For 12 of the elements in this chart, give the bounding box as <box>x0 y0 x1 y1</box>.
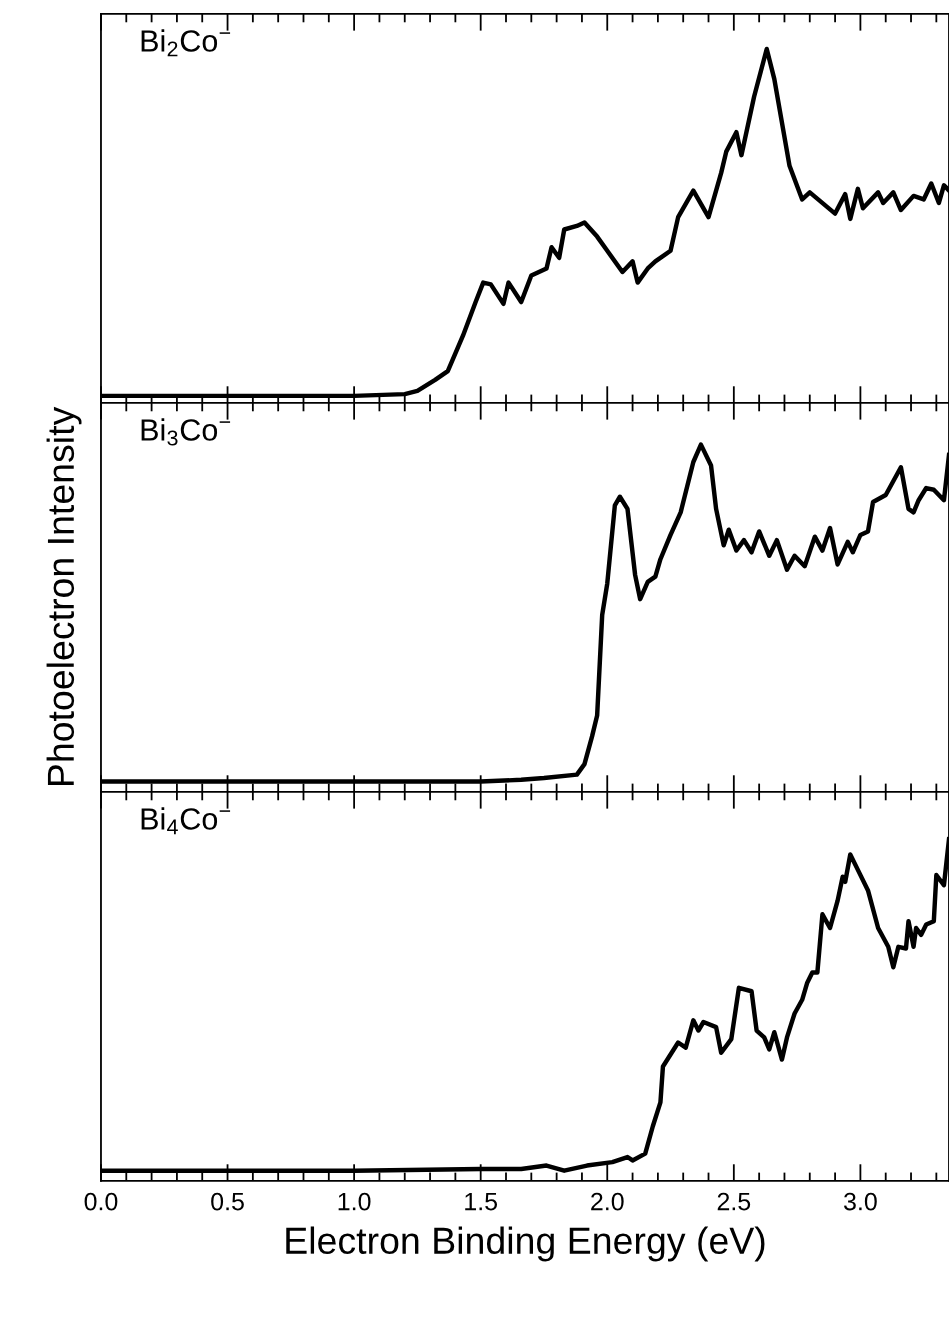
x-tick-label: 0.5 <box>211 1192 244 1211</box>
x-tick-label: 2.5 <box>717 1192 751 1211</box>
x-tick-label: 1.0 <box>338 1192 371 1211</box>
x-tick-label: 0.0 <box>84 1192 118 1211</box>
chart-title: Bi$_{4}$Co$^{−}$ <box>141 807 231 835</box>
x-tick-label: 2.0 <box>591 1192 624 1211</box>
y-axis-title: Photoelectron Intensity <box>46 406 82 786</box>
chart-title: Bi$_{3}$Co$^{−}$ <box>141 418 231 446</box>
x-tick-label: 3.0 <box>843 1192 877 1211</box>
x-tick-label: 1.5 <box>465 1192 498 1211</box>
chart-title: Bi$_{2}$Co$^{−}$ <box>141 29 231 57</box>
x-axis-title: Electron Binding Energy (eV) <box>286 1226 765 1262</box>
